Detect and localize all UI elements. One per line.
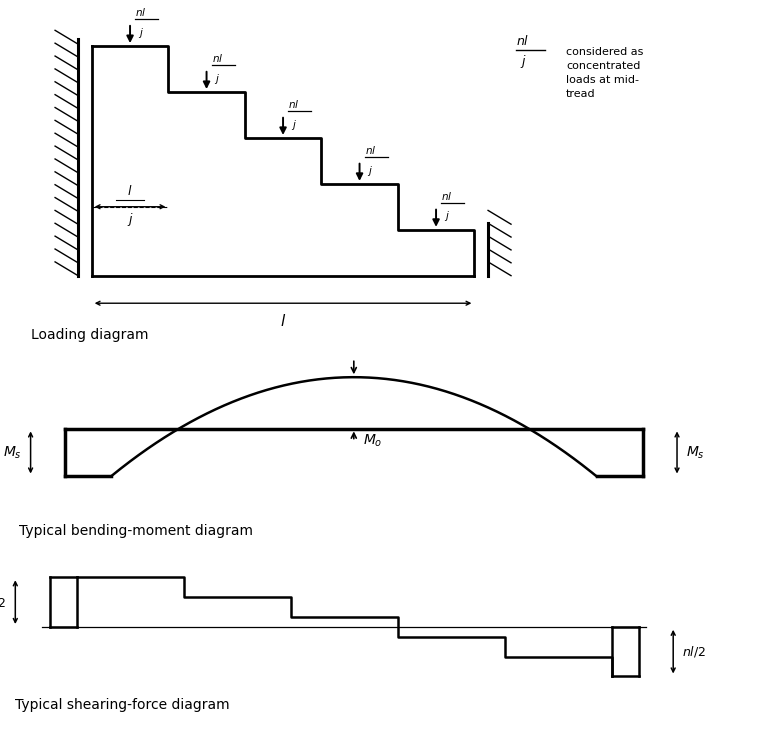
Text: Typical bending-moment diagram: Typical bending-moment diagram (19, 524, 253, 538)
Text: $nl/2$: $nl/2$ (682, 644, 706, 659)
Text: $j$: $j$ (127, 212, 133, 228)
Text: $nl$: $nl$ (212, 52, 223, 64)
Text: $nl$: $nl$ (441, 190, 453, 202)
Text: $j$: $j$ (214, 71, 220, 85)
Text: $nl/2$: $nl/2$ (0, 595, 6, 609)
Text: Loading diagram: Loading diagram (31, 329, 148, 343)
Text: $j$: $j$ (138, 26, 144, 40)
Text: $nl$: $nl$ (365, 144, 376, 156)
Text: $nl$: $nl$ (135, 7, 147, 18)
Text: $j$: $j$ (444, 209, 450, 223)
Text: $nl$: $nl$ (516, 34, 529, 48)
Text: $j$: $j$ (367, 164, 373, 178)
Text: $M_o$: $M_o$ (363, 433, 382, 449)
Text: $j$: $j$ (291, 118, 297, 132)
Text: Typical shearing-force diagram: Typical shearing-force diagram (15, 699, 230, 713)
Text: $j$: $j$ (520, 53, 527, 70)
Text: considered as
concentrated
loads at mid-
tread: considered as concentrated loads at mid-… (566, 47, 643, 99)
Text: $M_s$: $M_s$ (2, 444, 21, 461)
Text: $M_s$: $M_s$ (686, 444, 705, 461)
Text: $nl$: $nl$ (288, 98, 300, 111)
Text: $l$: $l$ (127, 184, 133, 198)
Text: $l$: $l$ (280, 313, 286, 329)
